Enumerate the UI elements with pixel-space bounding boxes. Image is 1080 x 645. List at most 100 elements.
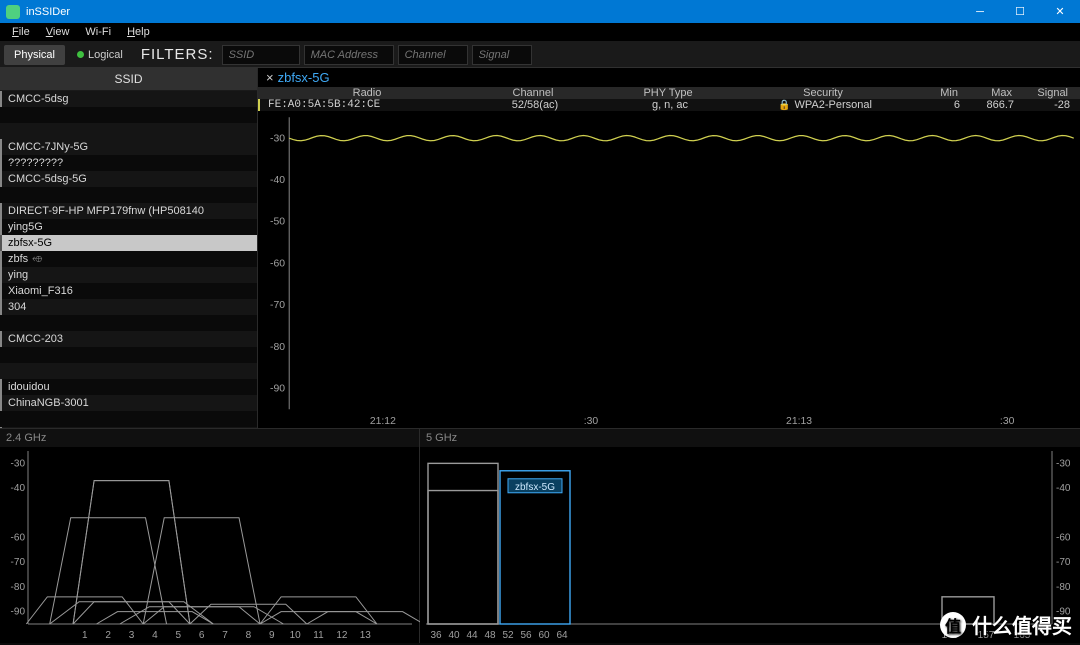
ssid-row[interactable]: CMCC-203 [0, 331, 257, 347]
ssid-row[interactable]: ChinaNGB-3001 [0, 395, 257, 411]
svg-text:40: 40 [448, 630, 460, 641]
svg-text:-30: -30 [11, 458, 26, 469]
menu-help[interactable]: Help [119, 24, 158, 40]
svg-text:48: 48 [484, 630, 496, 641]
ssid-row[interactable]: CMCC-5dsg-5G [0, 171, 257, 187]
svg-text:56: 56 [520, 630, 532, 641]
col-radio[interactable]: Radio [258, 87, 468, 99]
ssid-row[interactable] [0, 123, 257, 139]
ssid-row[interactable] [0, 411, 257, 427]
svg-text:60: 60 [538, 630, 550, 641]
svg-text:-70: -70 [270, 300, 285, 311]
svg-text:-40: -40 [1056, 483, 1071, 494]
ssid-row[interactable]: DIRECT-9F-HP MFP179fnw (HP508140 [0, 203, 257, 219]
lock-icon: 🔒 [778, 100, 790, 111]
svg-text:-70: -70 [11, 557, 26, 568]
ssid-row[interactable] [0, 315, 257, 331]
filter-channel-input[interactable] [398, 45, 468, 65]
cell-signal: -28 [1020, 99, 1080, 111]
svg-text:-50: -50 [270, 217, 285, 228]
window-titlebar: inSSIDer ─ ☐ ✕ [0, 0, 1080, 23]
ssid-row[interactable]: zbfsx-5G [0, 235, 257, 251]
tab-logical[interactable]: Logical [67, 45, 133, 65]
ssid-header[interactable]: SSID [0, 68, 257, 91]
svg-text:zbfsx-5G: zbfsx-5G [515, 482, 555, 493]
cell-max: 866.7 [960, 99, 1020, 111]
ssid-list[interactable]: CMCC-5dsg CMCC-7JNy-5G?????????CMCC-5dsg-… [0, 91, 257, 428]
menu-wifi[interactable]: Wi-Fi [77, 24, 119, 40]
ssid-row[interactable] [0, 347, 257, 363]
menu-file[interactable]: File [4, 24, 38, 40]
detail-row[interactable]: FE:A0:5A:5B:42:CE 52/58(ac) g, n, ac 🔒WP… [258, 99, 1080, 111]
cell-security: 🔒WPA2-Personal [740, 99, 910, 111]
minimize-button[interactable]: ─ [960, 0, 1000, 23]
svg-text:12: 12 [336, 630, 348, 641]
svg-text:7: 7 [222, 630, 228, 641]
ssid-row[interactable] [0, 363, 257, 379]
ssid-row[interactable]: zbfs⬲ [0, 251, 257, 267]
watermark-text: 什么值得买 [972, 610, 1072, 639]
svg-text:-60: -60 [11, 533, 26, 544]
cell-phy: g, n, ac [600, 99, 740, 111]
ssid-row[interactable]: ying [0, 267, 257, 283]
svg-text::30: :30 [584, 416, 599, 427]
ssid-row[interactable]: 304 [0, 299, 257, 315]
svg-text:-90: -90 [270, 384, 285, 395]
cell-min: 6 [910, 99, 960, 111]
detail-header-row: Radio Channel PHY Type Security Min Max … [258, 87, 1080, 99]
svg-text:-60: -60 [270, 258, 285, 269]
filters-label: FILTERS: [141, 46, 214, 63]
close-network-icon[interactable]: × [266, 70, 274, 85]
ssid-row[interactable]: ying5G [0, 219, 257, 235]
svg-text:44: 44 [466, 630, 478, 641]
ssid-row[interactable]: idouidou [0, 379, 257, 395]
tab-physical[interactable]: Physical [4, 45, 65, 65]
maximize-button[interactable]: ☐ [1000, 0, 1040, 23]
ssid-row[interactable]: ????????? [0, 155, 257, 171]
svg-text:13: 13 [360, 630, 372, 641]
svg-text:8: 8 [246, 630, 252, 641]
svg-text:36: 36 [430, 630, 442, 641]
menu-view[interactable]: View [38, 24, 78, 40]
signal-time-chart: -30-40-50-60-70-80-9021:12:3021:13:30 [258, 111, 1080, 428]
svg-text:-80: -80 [11, 582, 26, 593]
svg-text:10: 10 [290, 630, 302, 641]
svg-text:4: 4 [152, 630, 158, 641]
svg-text:3: 3 [129, 630, 135, 641]
col-signal[interactable]: Signal [1018, 87, 1078, 99]
svg-text:-70: -70 [1056, 557, 1071, 568]
band-5ghz-title: 5 GHz [420, 429, 1080, 447]
svg-text:-30: -30 [270, 133, 285, 144]
ssid-row[interactable]: ChinaNet-00B184 [0, 427, 257, 428]
col-channel[interactable]: Channel [468, 87, 598, 99]
band-24ghz-title: 2.4 GHz [0, 429, 419, 447]
svg-text:-40: -40 [11, 483, 26, 494]
col-security[interactable]: Security [738, 87, 908, 99]
filter-ssid-input[interactable] [222, 45, 300, 65]
filter-signal-input[interactable] [472, 45, 532, 65]
svg-text:52: 52 [502, 630, 514, 641]
svg-text:6: 6 [199, 630, 205, 641]
svg-text:2: 2 [105, 630, 111, 641]
svg-text:-80: -80 [1056, 582, 1071, 593]
watermark: 值 什么值得买 [940, 610, 1072, 639]
toolbar: Physical Logical FILTERS: [0, 42, 1080, 68]
ssid-row[interactable]: Xiaomi_F316 [0, 283, 257, 299]
svg-text::30: :30 [1000, 416, 1015, 427]
ssid-row[interactable]: CMCC-7JNy-5G [0, 139, 257, 155]
svg-text:64: 64 [556, 630, 568, 641]
svg-text:-60: -60 [1056, 533, 1071, 544]
col-min[interactable]: Min [908, 87, 958, 99]
svg-text:-90: -90 [11, 607, 26, 618]
svg-text:11: 11 [313, 630, 324, 641]
cell-channel: 52/58(ac) [470, 99, 600, 111]
svg-text:1: 1 [82, 630, 88, 641]
filter-mac-input[interactable] [304, 45, 394, 65]
ssid-row[interactable]: CMCC-5dsg [0, 91, 257, 107]
close-button[interactable]: ✕ [1040, 0, 1080, 23]
watermark-badge: 值 [940, 612, 966, 638]
ssid-row[interactable] [0, 107, 257, 123]
col-phy[interactable]: PHY Type [598, 87, 738, 99]
ssid-row[interactable] [0, 187, 257, 203]
col-max[interactable]: Max [958, 87, 1018, 99]
